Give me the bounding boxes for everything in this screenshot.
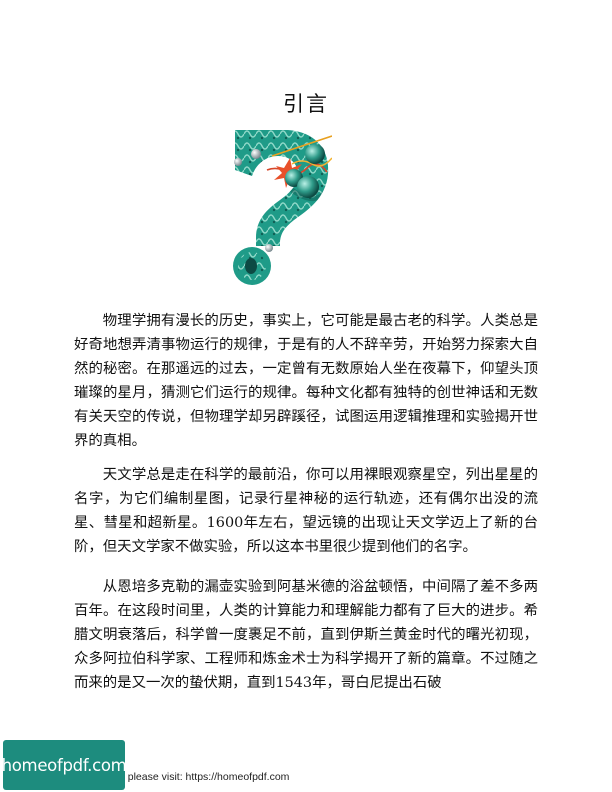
paragraph-2: 天文学总是走在科学的最前沿，你可以用裸眼观察星空，列出星星的名字，为它们编制星图… xyxy=(74,467,538,555)
site-logo-text: homeofpdf.com xyxy=(1,755,127,775)
page-title: 引言 xyxy=(283,92,329,116)
paragraph-1: 物理学拥有漫长的历史，事实上，它可能是最古老的科学。人类总是好奇地想弄清事物运行… xyxy=(74,313,538,449)
paragraph-3: 从恩培多克勒的漏壶实验到阿基米德的浴盆顿悟，中间隔了差不多两百年。在这段时间里，… xyxy=(74,579,538,691)
question-mark-illustration xyxy=(233,130,332,285)
site-logo[interactable]: homeofpdf.com xyxy=(1,740,127,790)
footer-note: e please visit: https://homeofpdf.com xyxy=(119,771,290,783)
